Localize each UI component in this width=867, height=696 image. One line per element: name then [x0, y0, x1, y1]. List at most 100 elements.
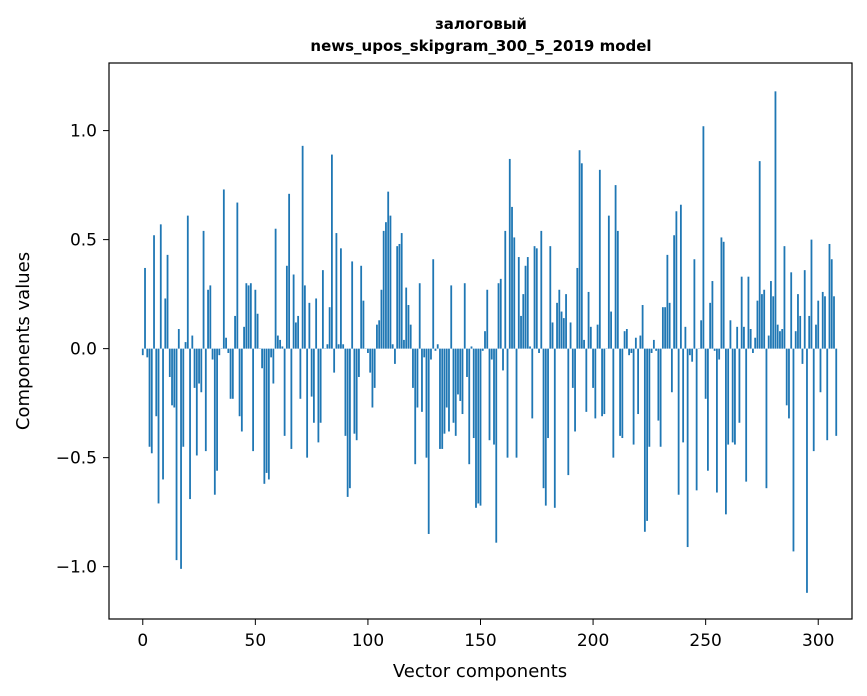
bar — [484, 331, 486, 349]
bar — [173, 348, 176, 408]
y-tick-label: −1.0 — [56, 558, 97, 578]
bar — [349, 348, 351, 489]
bar — [148, 348, 151, 447]
bar — [337, 344, 340, 349]
bar — [517, 257, 520, 349]
bar — [319, 348, 322, 423]
bar — [351, 261, 354, 349]
bar — [209, 285, 212, 349]
bar — [833, 296, 835, 349]
bar — [204, 348, 207, 452]
bar — [675, 211, 678, 349]
bar — [790, 272, 793, 349]
bar — [488, 348, 491, 441]
bar — [445, 348, 448, 408]
bar — [180, 348, 182, 569]
bar — [288, 193, 291, 349]
bar — [734, 348, 736, 445]
bar — [222, 189, 225, 349]
bar — [254, 289, 257, 349]
bar — [794, 331, 797, 349]
bar — [803, 270, 806, 349]
bar — [628, 348, 630, 356]
bar — [450, 285, 453, 349]
bar — [774, 91, 777, 349]
bar — [720, 237, 723, 349]
bar — [646, 348, 649, 521]
y-tick-label: 0.5 — [70, 231, 97, 251]
bar — [378, 320, 381, 349]
bar — [299, 348, 302, 399]
bar — [243, 326, 245, 349]
bar — [355, 348, 358, 441]
bar — [144, 267, 146, 349]
bar — [560, 311, 563, 349]
bar — [193, 348, 196, 388]
bar — [315, 298, 318, 349]
bar — [229, 348, 232, 399]
bar — [164, 298, 167, 349]
bar — [367, 348, 369, 353]
bar — [321, 270, 324, 349]
bar — [443, 348, 446, 434]
bar — [477, 348, 480, 504]
bar — [677, 348, 680, 495]
bar — [328, 307, 331, 349]
bar — [396, 246, 399, 349]
bar — [828, 243, 831, 349]
bar — [673, 235, 676, 349]
bar — [641, 305, 644, 349]
bar — [463, 283, 466, 349]
bar — [810, 239, 813, 349]
bar — [479, 348, 482, 506]
bar — [707, 348, 709, 471]
plot-frame — [108, 62, 853, 620]
bar — [749, 329, 752, 349]
bar — [529, 346, 531, 349]
bar — [301, 145, 304, 349]
bar — [362, 300, 365, 349]
bar — [695, 348, 698, 491]
bar — [457, 348, 459, 395]
bar — [493, 348, 495, 445]
bar — [400, 233, 403, 349]
bar — [414, 348, 417, 465]
bar — [788, 348, 790, 419]
bar — [312, 348, 315, 423]
bar — [326, 344, 329, 349]
bar — [159, 224, 162, 349]
bar — [216, 348, 218, 471]
bar — [452, 348, 455, 423]
bar — [389, 215, 392, 349]
bar — [704, 348, 707, 399]
bar — [470, 346, 473, 349]
bar — [542, 348, 545, 489]
bar — [189, 348, 191, 500]
bar — [670, 348, 673, 393]
bar — [358, 348, 360, 377]
bar — [369, 348, 372, 373]
bar — [436, 344, 439, 349]
bar — [511, 206, 513, 349]
bar — [682, 348, 685, 443]
bar — [547, 348, 549, 439]
bar — [740, 276, 743, 349]
bar — [162, 348, 164, 480]
bar — [290, 348, 293, 449]
bar — [761, 294, 763, 349]
bar — [709, 302, 712, 349]
bar — [553, 348, 556, 508]
bar — [589, 326, 592, 349]
bar — [743, 326, 745, 349]
bar — [711, 281, 714, 349]
bar — [792, 348, 795, 552]
x-tick-label: 250 — [689, 631, 721, 651]
bar — [587, 291, 590, 349]
bar — [175, 348, 178, 561]
bar — [783, 246, 786, 349]
bar — [806, 348, 808, 593]
bar — [632, 348, 635, 445]
bar — [434, 348, 437, 351]
bar — [317, 348, 320, 443]
bar — [342, 344, 345, 349]
